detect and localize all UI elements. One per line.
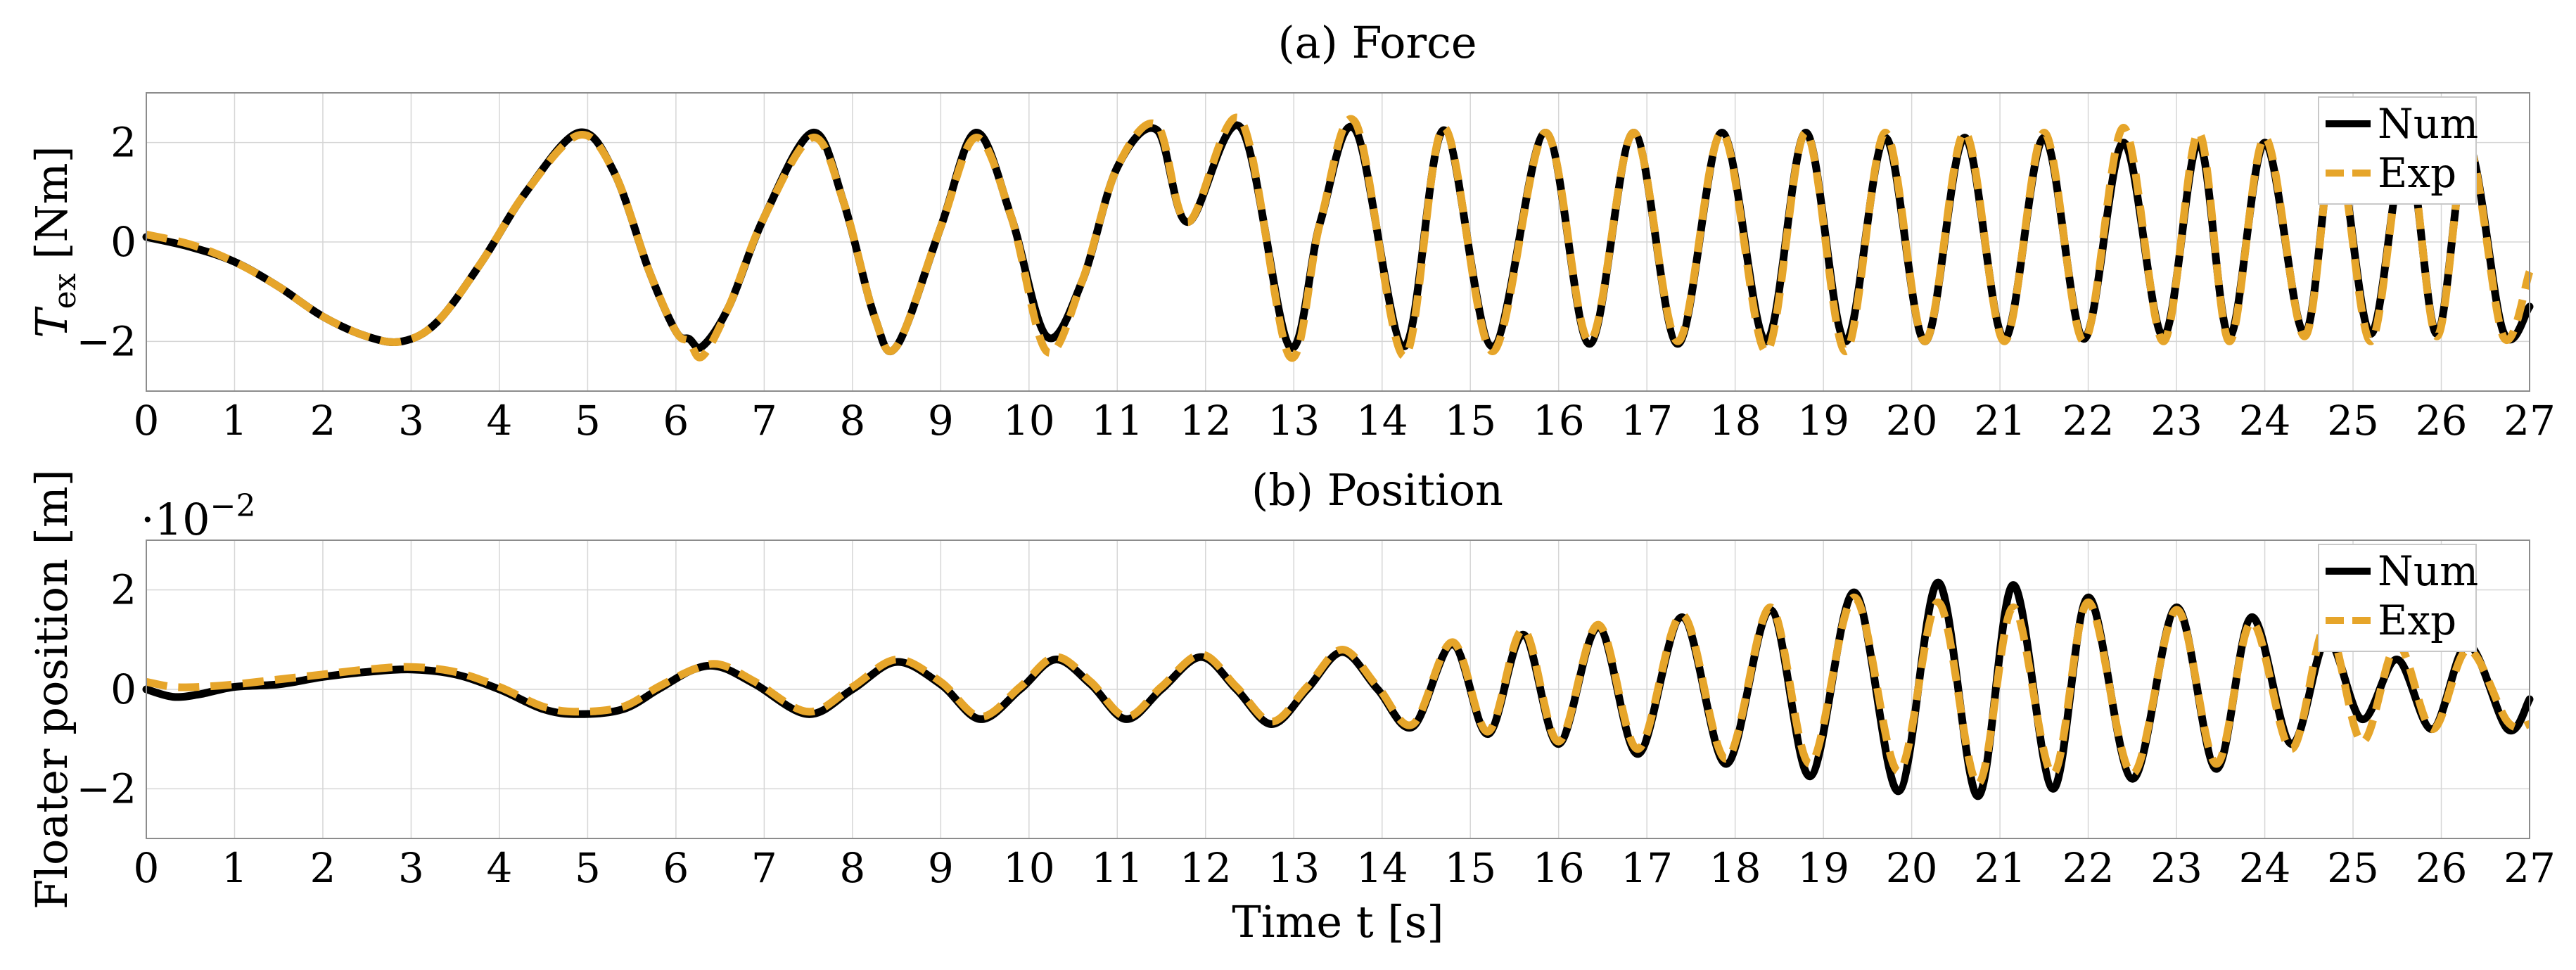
force-xtick-label: 12 bbox=[1180, 397, 1232, 445]
position-xtick-label: 2 bbox=[310, 844, 336, 892]
force-xtick-label: 13 bbox=[1268, 397, 1320, 445]
position-xtick-label: 7 bbox=[751, 844, 777, 892]
position-scale-exp: −2 bbox=[210, 488, 256, 524]
xlabel: Time t [s] bbox=[1232, 896, 1443, 947]
position-title: (b) Position bbox=[1251, 464, 1503, 516]
force-xtick-label: 23 bbox=[2150, 397, 2202, 445]
position-scale-label: ·10−2 bbox=[141, 488, 255, 545]
force-ytick-label: 0 bbox=[110, 218, 136, 266]
position-xtick-label: 21 bbox=[1974, 844, 2026, 892]
panel-force: (a) Force −202 0 1 2 3 4 5 6 7 8 9 10 11 12 13 14 15 16 1… bbox=[26, 17, 2556, 445]
position-xtick-label: 17 bbox=[1621, 844, 1673, 892]
position-xtick-label: 5 bbox=[575, 844, 601, 892]
position-xtick-label: 12 bbox=[1180, 844, 1232, 892]
force-title: (a) Force bbox=[1277, 17, 1477, 68]
force-ylabel-sub: ex bbox=[47, 273, 83, 309]
position-xtick-label: 18 bbox=[1709, 844, 1761, 892]
position-ytick-labels: −2 0 2 bbox=[77, 566, 137, 813]
position-xtick-label: 10 bbox=[1003, 844, 1055, 892]
position-legend-box bbox=[2318, 544, 2477, 652]
force-xtick-label: 7 bbox=[751, 397, 777, 445]
force-xtick-label: 4 bbox=[486, 397, 512, 445]
position-xtick-labels: 0 1 2 3 4 5 6 7 8 9 10 11 12 13 14 15 16 17 18 19 20 21 22 23 24… bbox=[134, 844, 2556, 892]
position-xtick-label: 15 bbox=[1444, 844, 1496, 892]
position-xtick-label: 23 bbox=[2150, 844, 2202, 892]
force-xtick-label: 3 bbox=[398, 397, 424, 445]
force-xtick-label: 11 bbox=[1091, 397, 1143, 445]
force-xtick-label: 16 bbox=[1533, 397, 1585, 445]
position-legend-num-label: Num bbox=[2378, 547, 2478, 595]
position-scale-base: ·10 bbox=[141, 494, 210, 545]
force-xtick-label: 9 bbox=[928, 397, 954, 445]
force-legend-num-label: Num bbox=[2378, 100, 2478, 148]
position-xtick-label: 26 bbox=[2416, 844, 2468, 892]
position-xtick-label: 20 bbox=[1886, 844, 1938, 892]
force-ylabel-unit: [Nm] bbox=[26, 146, 77, 273]
force-ylabel-main: T bbox=[26, 306, 77, 338]
force-xtick-label: 14 bbox=[1356, 397, 1408, 445]
force-xtick-label: 26 bbox=[2416, 397, 2468, 445]
force-xtick-labels: 0 1 2 3 4 5 6 7 8 9 10 11 12 13 14 15 16 17 18 19 20 21 22 23 24… bbox=[134, 397, 2556, 445]
position-xtick-label: 22 bbox=[2062, 844, 2115, 892]
force-xtick-label: 19 bbox=[1797, 397, 1849, 445]
force-xtick-label: 0 bbox=[134, 397, 160, 445]
position-series-exp-line bbox=[145, 593, 2530, 788]
force-plot-frame bbox=[146, 92, 2530, 392]
position-legend-exp-label: Exp bbox=[2378, 596, 2456, 644]
force-ytick-label: 2 bbox=[110, 119, 136, 167]
force-xtick-label: 2 bbox=[310, 397, 336, 445]
force-legend-box bbox=[2318, 96, 2477, 205]
force-xtick-label: 10 bbox=[1003, 397, 1055, 445]
force-xtick-label: 25 bbox=[2327, 397, 2379, 445]
force-xtick-label: 5 bbox=[575, 397, 601, 445]
position-xtick-label: 11 bbox=[1091, 844, 1143, 892]
panel-position: (b) Position ·10−2 −202 0 1 2 3 4 5 6 7 8 9 10 11 12… bbox=[26, 464, 2556, 910]
position-xtick-label: 24 bbox=[2239, 844, 2291, 892]
force-ylabel: Tex [Nm] bbox=[26, 146, 83, 338]
force-series-exp-line bbox=[145, 113, 2534, 362]
force-xtick-label: 22 bbox=[2062, 397, 2115, 445]
position-xtick-label: 0 bbox=[134, 844, 160, 892]
position-ytick-label: 0 bbox=[110, 665, 136, 713]
position-ylabel: Floater position [m] bbox=[26, 469, 77, 910]
force-ytick-label: −2 bbox=[77, 317, 137, 365]
force-legend-exp-label: Exp bbox=[2378, 149, 2456, 197]
force-ytick-labels: −2 0 2 bbox=[77, 119, 137, 366]
force-xtick-label: 8 bbox=[839, 397, 865, 445]
force-xtick-label: 17 bbox=[1621, 397, 1673, 445]
force-series-num-line bbox=[142, 121, 2534, 355]
position-ytick-label: 2 bbox=[110, 566, 136, 614]
position-xtick-label: 1 bbox=[222, 844, 248, 892]
position-xtick-label: 19 bbox=[1797, 844, 1849, 892]
force-xtick-label: 27 bbox=[2504, 397, 2556, 445]
position-xtick-label: 27 bbox=[2504, 844, 2556, 892]
force-xtick-label: 1 bbox=[222, 397, 248, 445]
position-xtick-label: 16 bbox=[1533, 844, 1585, 892]
force-xtick-label: 18 bbox=[1709, 397, 1761, 445]
position-series-layer bbox=[142, 578, 2534, 800]
force-xtick-label: 24 bbox=[2239, 397, 2291, 445]
force-legend: Num Exp bbox=[2318, 96, 2478, 205]
position-xtick-label: 4 bbox=[486, 844, 512, 892]
position-ytick-label: −2 bbox=[77, 765, 137, 812]
force-series-layer bbox=[142, 113, 2534, 362]
force-xtick-label: 20 bbox=[1886, 397, 1938, 445]
position-xtick-label: 3 bbox=[398, 844, 424, 892]
position-plot-frame bbox=[146, 540, 2530, 839]
position-xtick-label: 14 bbox=[1356, 844, 1408, 892]
position-legend: Num Exp bbox=[2318, 544, 2478, 652]
force-xtick-label: 21 bbox=[1974, 397, 2026, 445]
position-xtick-label: 13 bbox=[1268, 844, 1320, 892]
force-xtick-label: 6 bbox=[663, 397, 689, 445]
position-xtick-label: 25 bbox=[2327, 844, 2379, 892]
position-xtick-label: 8 bbox=[839, 844, 865, 892]
position-xtick-label: 6 bbox=[663, 844, 689, 892]
position-xtick-label: 9 bbox=[928, 844, 954, 892]
force-xtick-label: 15 bbox=[1444, 397, 1496, 445]
